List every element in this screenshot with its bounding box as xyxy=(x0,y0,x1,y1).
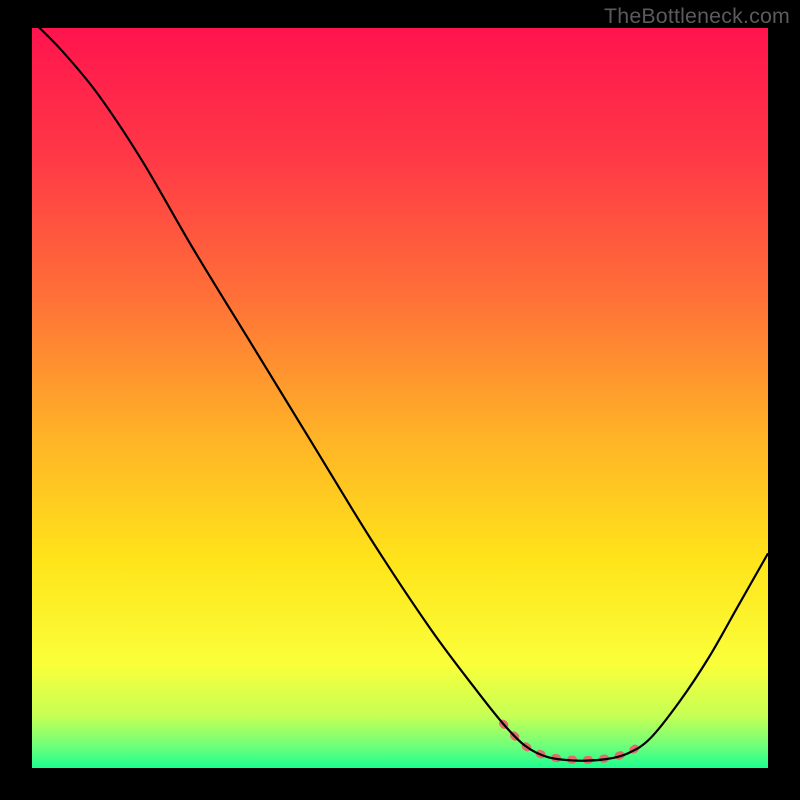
plot-background xyxy=(32,28,768,768)
plot-area xyxy=(32,28,768,768)
plot-svg xyxy=(32,28,768,768)
watermark-text: TheBottleneck.com xyxy=(604,4,790,29)
chart-stage: TheBottleneck.com xyxy=(0,0,800,800)
